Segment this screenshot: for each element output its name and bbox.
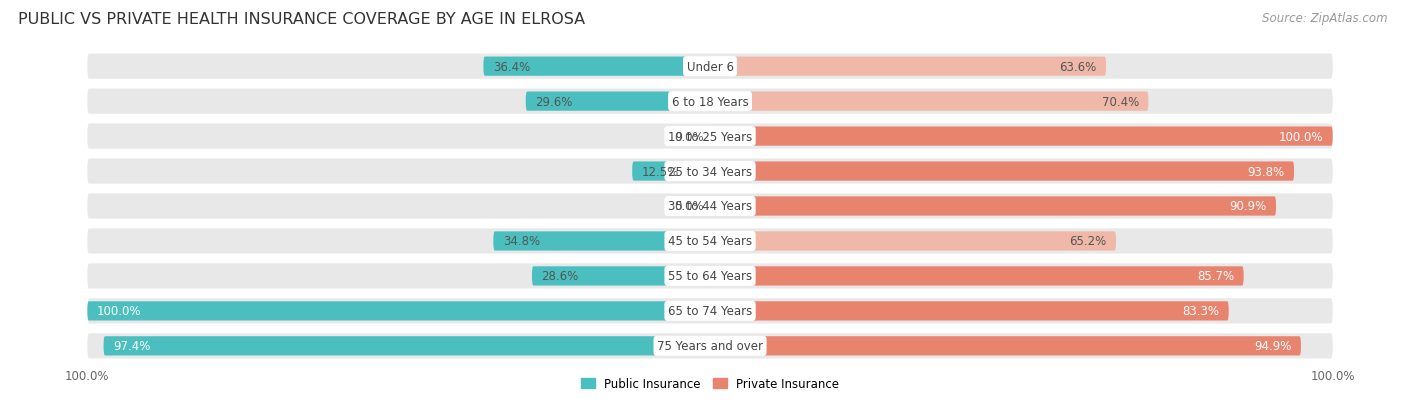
Text: 83.3%: 83.3%: [1182, 305, 1219, 318]
Text: 70.4%: 70.4%: [1102, 95, 1139, 108]
FancyBboxPatch shape: [710, 301, 1229, 321]
FancyBboxPatch shape: [531, 267, 710, 286]
Text: 19 to 25 Years: 19 to 25 Years: [668, 130, 752, 143]
Text: 34.8%: 34.8%: [503, 235, 540, 248]
Text: 93.8%: 93.8%: [1247, 165, 1285, 178]
FancyBboxPatch shape: [87, 194, 1333, 219]
FancyBboxPatch shape: [710, 92, 1149, 112]
Text: 65.2%: 65.2%: [1070, 235, 1107, 248]
Text: 75 Years and over: 75 Years and over: [657, 339, 763, 352]
Text: Under 6: Under 6: [686, 61, 734, 74]
Text: 94.9%: 94.9%: [1254, 339, 1292, 352]
FancyBboxPatch shape: [710, 57, 1107, 76]
FancyBboxPatch shape: [87, 299, 1333, 324]
FancyBboxPatch shape: [87, 263, 1333, 289]
Text: 6 to 18 Years: 6 to 18 Years: [672, 95, 748, 108]
FancyBboxPatch shape: [104, 337, 710, 356]
Text: 35 to 44 Years: 35 to 44 Years: [668, 200, 752, 213]
FancyBboxPatch shape: [494, 232, 710, 251]
Text: 0.0%: 0.0%: [675, 200, 704, 213]
FancyBboxPatch shape: [710, 197, 1277, 216]
FancyBboxPatch shape: [710, 232, 1116, 251]
FancyBboxPatch shape: [87, 55, 1333, 80]
Legend: Public Insurance, Private Insurance: Public Insurance, Private Insurance: [576, 373, 844, 395]
FancyBboxPatch shape: [710, 337, 1301, 356]
Text: PUBLIC VS PRIVATE HEALTH INSURANCE COVERAGE BY AGE IN ELROSA: PUBLIC VS PRIVATE HEALTH INSURANCE COVER…: [18, 12, 585, 27]
FancyBboxPatch shape: [710, 127, 1333, 146]
FancyBboxPatch shape: [87, 89, 1333, 114]
FancyBboxPatch shape: [484, 57, 710, 76]
Text: 45 to 54 Years: 45 to 54 Years: [668, 235, 752, 248]
Text: 85.7%: 85.7%: [1197, 270, 1234, 283]
FancyBboxPatch shape: [526, 92, 710, 112]
FancyBboxPatch shape: [87, 333, 1333, 358]
Text: 28.6%: 28.6%: [541, 270, 578, 283]
FancyBboxPatch shape: [87, 124, 1333, 150]
Text: 0.0%: 0.0%: [675, 130, 704, 143]
Text: 55 to 64 Years: 55 to 64 Years: [668, 270, 752, 283]
Text: 97.4%: 97.4%: [112, 339, 150, 352]
Text: 65 to 74 Years: 65 to 74 Years: [668, 305, 752, 318]
Text: 29.6%: 29.6%: [536, 95, 572, 108]
FancyBboxPatch shape: [87, 301, 710, 321]
FancyBboxPatch shape: [710, 267, 1244, 286]
Text: 63.6%: 63.6%: [1060, 61, 1097, 74]
FancyBboxPatch shape: [87, 159, 1333, 184]
Text: 100.0%: 100.0%: [97, 305, 141, 318]
Text: 12.5%: 12.5%: [641, 165, 679, 178]
FancyBboxPatch shape: [710, 162, 1294, 181]
Text: Source: ZipAtlas.com: Source: ZipAtlas.com: [1263, 12, 1388, 25]
FancyBboxPatch shape: [633, 162, 710, 181]
Text: 100.0%: 100.0%: [1279, 130, 1323, 143]
Text: 90.9%: 90.9%: [1229, 200, 1267, 213]
FancyBboxPatch shape: [87, 229, 1333, 254]
Text: 25 to 34 Years: 25 to 34 Years: [668, 165, 752, 178]
Text: 36.4%: 36.4%: [492, 61, 530, 74]
